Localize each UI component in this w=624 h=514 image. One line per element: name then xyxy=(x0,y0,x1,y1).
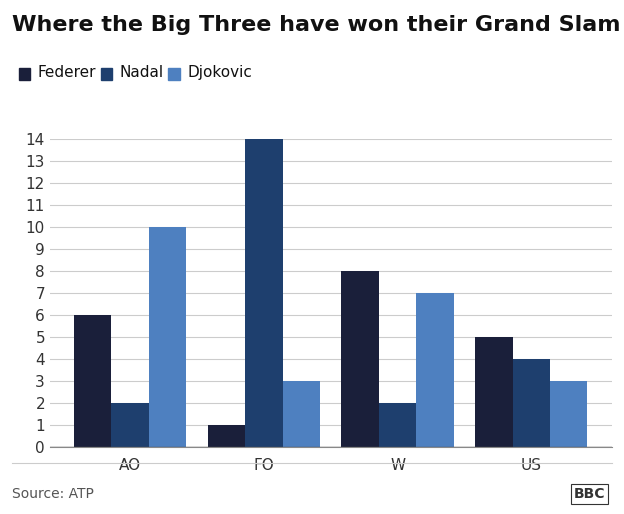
Bar xyxy=(379,403,416,447)
Bar xyxy=(416,293,454,447)
Text: Djokovic: Djokovic xyxy=(187,65,252,81)
Bar xyxy=(112,403,149,447)
Text: Where the Big Three have won their Grand Slam titles...: Where the Big Three have won their Grand… xyxy=(12,15,624,35)
Bar xyxy=(208,425,245,447)
Bar xyxy=(550,381,587,447)
Bar xyxy=(283,381,320,447)
Text: Federer: Federer xyxy=(37,65,96,81)
Bar xyxy=(245,139,283,447)
Text: Nadal: Nadal xyxy=(120,65,164,81)
Text: Source: ATP: Source: ATP xyxy=(12,487,94,501)
Bar xyxy=(74,315,112,447)
Bar xyxy=(475,337,512,447)
Bar xyxy=(512,359,550,447)
Text: BBC: BBC xyxy=(574,487,605,501)
Bar xyxy=(149,227,187,447)
Bar xyxy=(341,271,379,447)
